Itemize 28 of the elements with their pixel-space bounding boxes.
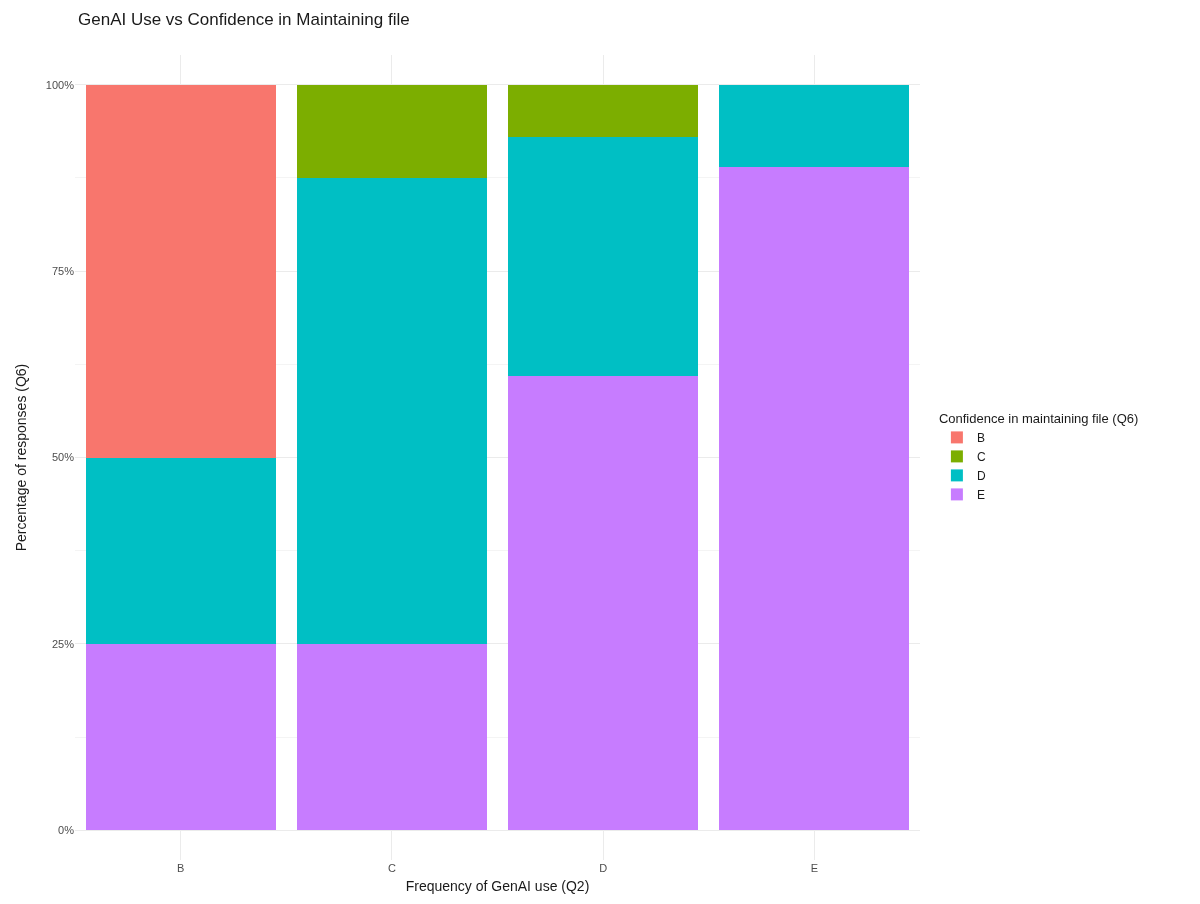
bar — [508, 84, 699, 137]
y-tick-label: 50% — [51, 451, 75, 464]
bar — [85, 457, 276, 644]
bar — [719, 84, 910, 167]
y-axis-title: Percentage of responses (Q6) — [13, 363, 30, 552]
y-tick-label: 25% — [51, 637, 75, 650]
y-tick-label: 0% — [58, 824, 75, 837]
legend-label: D — [976, 469, 986, 484]
x-tick-label: B — [176, 862, 185, 874]
chart-title: GenAI Use vs Confidence in Maintaining file — [78, 10, 410, 30]
bar — [85, 643, 276, 831]
legend-label: E — [976, 488, 985, 503]
y-tick-label: 100% — [45, 78, 75, 91]
bar — [85, 84, 276, 458]
legend-label: B — [976, 431, 985, 446]
legend-label: C — [976, 450, 986, 465]
x-axis-title: Frequency of GenAI use (Q2) — [405, 878, 590, 895]
bar — [508, 375, 699, 831]
bar — [296, 177, 487, 644]
bar — [296, 84, 487, 178]
x-tick-label: C — [387, 862, 396, 874]
x-tick-label: D — [599, 862, 608, 874]
bar — [508, 136, 699, 376]
y-tick-label: 75% — [51, 265, 75, 278]
x-tick-label: E — [810, 862, 819, 874]
bar — [296, 643, 487, 831]
legend-title: Confidence in maintaining file (Q6) — [938, 410, 1139, 426]
bar — [719, 166, 910, 831]
